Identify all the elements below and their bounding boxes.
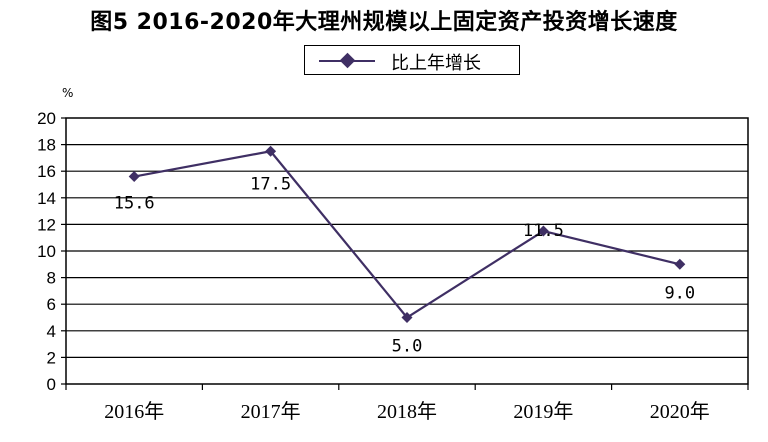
chart-title: 图5 2016-2020年大理州规模以上固定资产投资增长速度 [90,10,678,35]
x-tick-label: 2019年 [513,400,573,423]
data-point-marker [537,225,549,237]
y-tick-label: 2 [47,348,56,367]
data-point-marker [265,145,277,157]
y-unit-label: % [62,86,74,100]
legend: 比上年增长 [304,45,520,75]
data-label: 15.6 [114,194,155,214]
data-point-marker [401,312,413,323]
x-tick-label: 2017年 [241,400,301,423]
y-tick-label: 14 [37,189,56,208]
y-tick-label: 0 [47,375,56,394]
y-tick-label: 10 [37,242,56,261]
data-label: 9.0 [664,283,695,303]
data-label: 11.5 [523,221,564,241]
y-tick-label: 16 [37,162,56,181]
x-tick-label: 2018年 [377,400,437,423]
y-tick-label: 4 [47,322,56,341]
y-tick-label: 18 [37,136,56,155]
series-line [133,150,681,319]
data-label: 5.0 [392,337,423,357]
x-tick-label: 2016年 [104,400,164,423]
data-point-marker [674,258,686,270]
y-tick-label: 8 [47,269,56,288]
y-tick-label: 12 [37,215,56,234]
legend-label: 比上年增长 [391,53,481,74]
data-point-marker [128,171,140,183]
y-tick-label: 20 [37,109,56,128]
data-label: 17.5 [250,174,291,194]
x-tick-label: 2020年 [650,400,710,423]
y-tick-label: 6 [47,295,56,314]
